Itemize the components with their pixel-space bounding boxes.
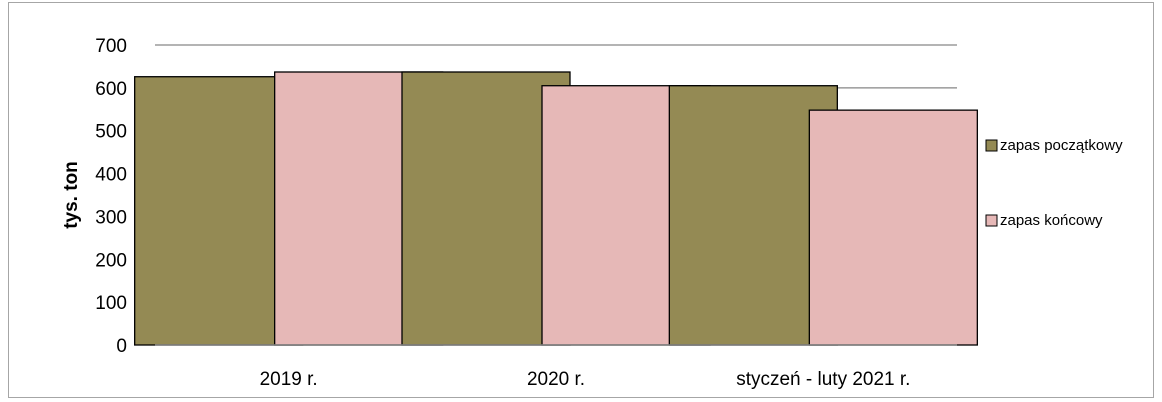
bar-zapas-koncowy-2 — [808, 109, 978, 346]
y-tick-label: 700 — [95, 36, 127, 57]
y-tick-label: 200 — [95, 250, 127, 271]
y-axis-title: tys. ton — [61, 161, 82, 229]
legend-swatch — [985, 214, 998, 227]
x-tick-label: 2020 r. — [527, 369, 585, 390]
legend: zapas początkowy zapas końcowy — [985, 137, 1123, 229]
y-tick-label: 600 — [95, 79, 127, 100]
y-tick-labels: 0 100 200 300 400 500 600 700 — [95, 36, 127, 357]
legend-swatch — [985, 139, 998, 152]
legend-label: zapas końcowy — [1000, 212, 1103, 229]
x-tick-labels: 2019 r. 2020 r. styczeń - luty 2021 r. — [260, 369, 911, 390]
legend-label: zapas początkowy — [1000, 137, 1123, 154]
y-tick-label: 100 — [95, 293, 127, 314]
y-tick-label: 300 — [95, 207, 127, 228]
y-tick-label: 400 — [95, 165, 127, 186]
x-tick-label: styczeń - luty 2021 r. — [736, 369, 910, 390]
x-tick-label: 2019 r. — [260, 369, 318, 390]
y-tick-label: 500 — [95, 122, 127, 143]
y-tick-label: 0 — [116, 336, 127, 357]
bars — [134, 71, 978, 346]
